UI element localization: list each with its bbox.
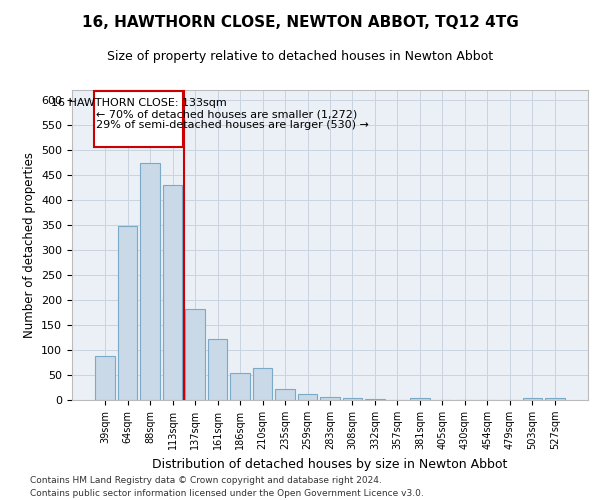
Bar xyxy=(365,399,385,400)
Bar xyxy=(230,372,250,400)
Bar xyxy=(208,339,227,400)
Bar xyxy=(185,308,205,400)
Text: ← 70% of detached houses are smaller (1,272): ← 70% of detached houses are smaller (1,… xyxy=(97,110,358,120)
Bar xyxy=(298,394,317,400)
Bar xyxy=(118,226,137,400)
Bar xyxy=(410,398,430,400)
Bar xyxy=(163,185,182,400)
Text: Size of property relative to detached houses in Newton Abbot: Size of property relative to detached ho… xyxy=(107,50,493,63)
Text: Contains HM Land Registry data © Crown copyright and database right 2024.: Contains HM Land Registry data © Crown c… xyxy=(30,476,382,485)
Bar xyxy=(320,397,340,400)
X-axis label: Distribution of detached houses by size in Newton Abbot: Distribution of detached houses by size … xyxy=(152,458,508,470)
Bar xyxy=(545,398,565,400)
FancyBboxPatch shape xyxy=(94,91,184,148)
Bar xyxy=(343,398,362,400)
Bar xyxy=(95,356,115,400)
Text: 16, HAWTHORN CLOSE, NEWTON ABBOT, TQ12 4TG: 16, HAWTHORN CLOSE, NEWTON ABBOT, TQ12 4… xyxy=(82,15,518,30)
Bar xyxy=(140,164,160,400)
Bar xyxy=(523,398,542,400)
Y-axis label: Number of detached properties: Number of detached properties xyxy=(23,152,35,338)
Bar xyxy=(275,389,295,400)
Text: 16 HAWTHORN CLOSE: 133sqm: 16 HAWTHORN CLOSE: 133sqm xyxy=(51,98,227,108)
Bar xyxy=(253,368,272,400)
Text: Contains public sector information licensed under the Open Government Licence v3: Contains public sector information licen… xyxy=(30,488,424,498)
Text: 29% of semi-detached houses are larger (530) →: 29% of semi-detached houses are larger (… xyxy=(97,120,370,130)
